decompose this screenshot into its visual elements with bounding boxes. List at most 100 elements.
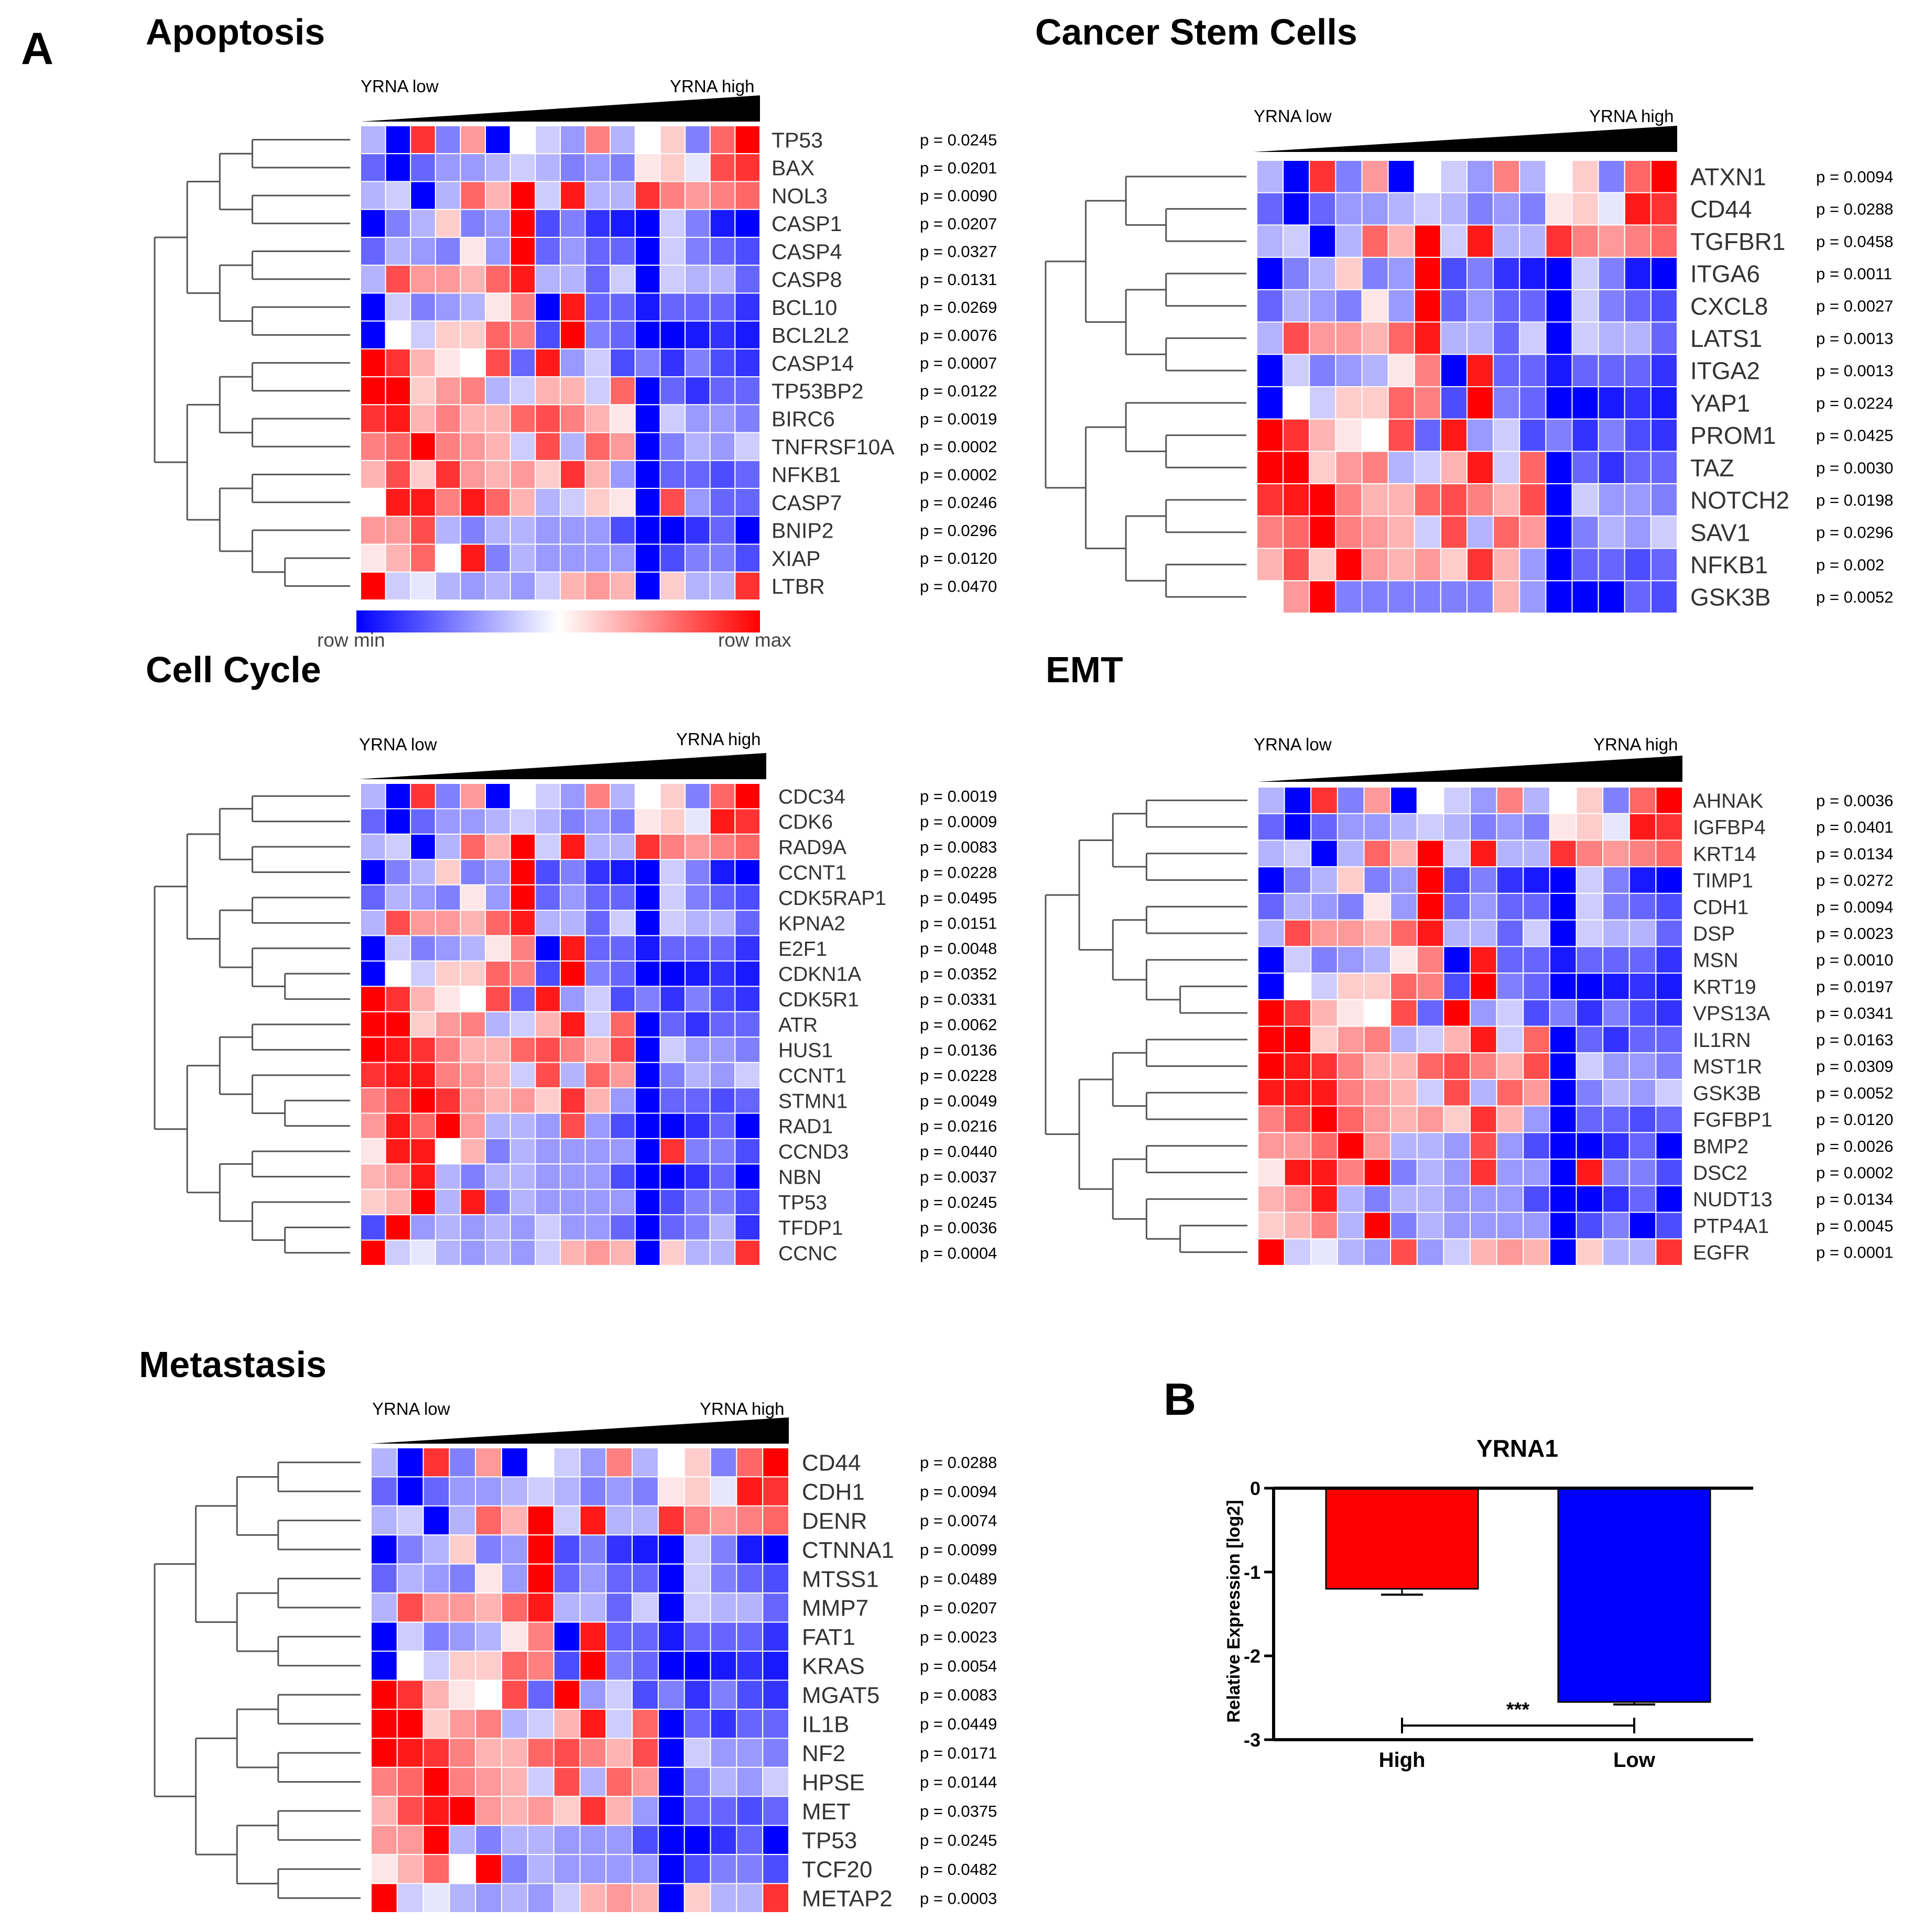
heatmap-cell	[1256, 192, 1284, 226]
heatmap-cell	[527, 1651, 555, 1681]
heatmap-cell	[485, 910, 511, 936]
heatmap-cell-cycle: Cell Cycle YRNA low YRNA high CDC34CDK6R…	[146, 649, 997, 1266]
p-value-label: p = 0.0458	[1816, 232, 1893, 250]
heatmap-cell	[485, 488, 511, 517]
p-value-label: p = 0.0449	[920, 1715, 997, 1733]
heatmap-cell	[371, 1679, 398, 1710]
heatmap-cell	[1576, 946, 1604, 974]
heatmap-cell	[422, 1651, 450, 1681]
heatmap-cell	[475, 1476, 503, 1507]
heatmap-cell	[1496, 1078, 1524, 1107]
heatmap-cell	[535, 320, 561, 350]
heatmap-cell	[584, 1112, 611, 1139]
heatmap-cell	[657, 1708, 685, 1739]
heatmap-cell	[560, 376, 586, 406]
heatmap-cell	[685, 1239, 711, 1266]
heatmap-cell	[1257, 1159, 1285, 1186]
heatmap-cell	[1470, 839, 1497, 868]
heatmap-cell	[1549, 839, 1577, 868]
heatmap-cell	[509, 209, 536, 238]
gene-label-itga2: ITGA2	[1690, 357, 1760, 385]
heatmap-cell	[610, 1011, 636, 1038]
gene-label-bax: BAX	[772, 156, 814, 180]
heatmap-cell	[434, 432, 461, 461]
heatmap-cell	[410, 859, 436, 886]
p-value-label: p = 0.0120	[920, 549, 997, 567]
p-value-label: p = 0.0470	[920, 577, 997, 595]
p-value-label: p = 0.0246	[920, 494, 997, 512]
heatmap-cell	[385, 292, 411, 322]
heatmap-cell	[1523, 973, 1550, 1000]
heatmap-cell	[685, 1087, 711, 1114]
heatmap-cell	[535, 348, 561, 378]
heatmap-cell	[1598, 386, 1625, 420]
heatmap-cell	[535, 808, 561, 835]
heatmap-cell	[1443, 839, 1471, 868]
p-value-label: p = 0.0052	[1816, 588, 1893, 606]
heatmap-cell	[553, 1447, 581, 1478]
p-value-label: p = 0.0120	[1816, 1110, 1893, 1129]
heatmap-cell	[1416, 946, 1444, 974]
heatmap-cell	[527, 1621, 555, 1652]
heatmap-cell	[1283, 289, 1310, 323]
heatmap-cell	[584, 543, 611, 573]
gene-label-cdk5rap1: CDK5RAP1	[778, 887, 886, 910]
heatmap-cell	[1519, 354, 1547, 387]
heatmap-cell	[685, 1011, 711, 1038]
heatmap-cell	[710, 1651, 737, 1681]
heatmap-cell	[1523, 1185, 1550, 1213]
heatmap-cell	[485, 209, 511, 238]
heatmap-cell	[410, 833, 436, 860]
heatmap-cell	[553, 1883, 581, 1913]
heatmap-cell	[560, 236, 586, 266]
heatmap-cell	[683, 1708, 711, 1739]
heatmap-cell	[535, 1188, 561, 1216]
heatmap-cell	[1598, 289, 1625, 323]
heatmap-cell	[1256, 483, 1284, 517]
heatmap-cell	[1390, 1211, 1418, 1240]
heatmap-cell	[385, 153, 411, 182]
heatmap-cell	[422, 1796, 450, 1826]
heatmap-cell	[501, 1708, 528, 1739]
yrna-low-label: YRNA low	[361, 77, 439, 96]
heatmap-cell	[449, 1447, 476, 1478]
heatmap-cell	[360, 1036, 386, 1063]
heatmap-cell	[460, 1163, 486, 1190]
heatmap-cell	[659, 209, 686, 238]
heatmap-cell	[509, 404, 536, 433]
heatmap-cell	[560, 1214, 586, 1241]
heatmap-cell	[685, 1062, 711, 1089]
heatmap-cell	[1284, 813, 1312, 841]
gene-label-ccnt1: CCNT1	[778, 1065, 846, 1087]
heatmap-cell	[1602, 1238, 1630, 1267]
heatmap-cell	[610, 292, 636, 322]
gene-label-tp53bp2: TP53BP2	[772, 379, 864, 403]
heatmap-cell	[535, 1163, 561, 1190]
heatmap-cell	[553, 1679, 581, 1710]
heatmap-cell	[509, 153, 536, 182]
heatmap-cell	[1650, 354, 1678, 387]
heatmap-cell	[1628, 919, 1657, 947]
heatmap-cell	[736, 1825, 764, 1855]
heatmap-cell	[736, 1854, 764, 1884]
heatmap-cell	[657, 1679, 685, 1710]
gene-label-tp53: TP53	[778, 1192, 827, 1214]
gene-label-tcf20: TCF20	[802, 1857, 872, 1883]
heatmap-cell	[385, 125, 411, 155]
heatmap-cell	[1443, 1238, 1471, 1267]
heatmap-cell	[560, 986, 586, 1012]
heatmap-cell	[709, 910, 736, 936]
heatmap-cell	[1416, 1159, 1444, 1186]
heatmap-cell	[360, 1239, 386, 1266]
heatmap-cell	[659, 376, 686, 406]
p-value-label: p = 0.0331	[920, 990, 997, 1009]
heatmap-cell	[535, 1239, 561, 1266]
heatmap-cell	[657, 1766, 685, 1797]
heatmap-cell	[1655, 946, 1683, 974]
heatmap-cell	[584, 960, 611, 987]
heatmap-cell	[1496, 1052, 1524, 1080]
heatmap-cell	[610, 265, 636, 294]
heatmap-cell	[1284, 787, 1312, 814]
colorbar-min-label: row min	[317, 629, 385, 651]
heatmap-cell	[610, 833, 636, 860]
